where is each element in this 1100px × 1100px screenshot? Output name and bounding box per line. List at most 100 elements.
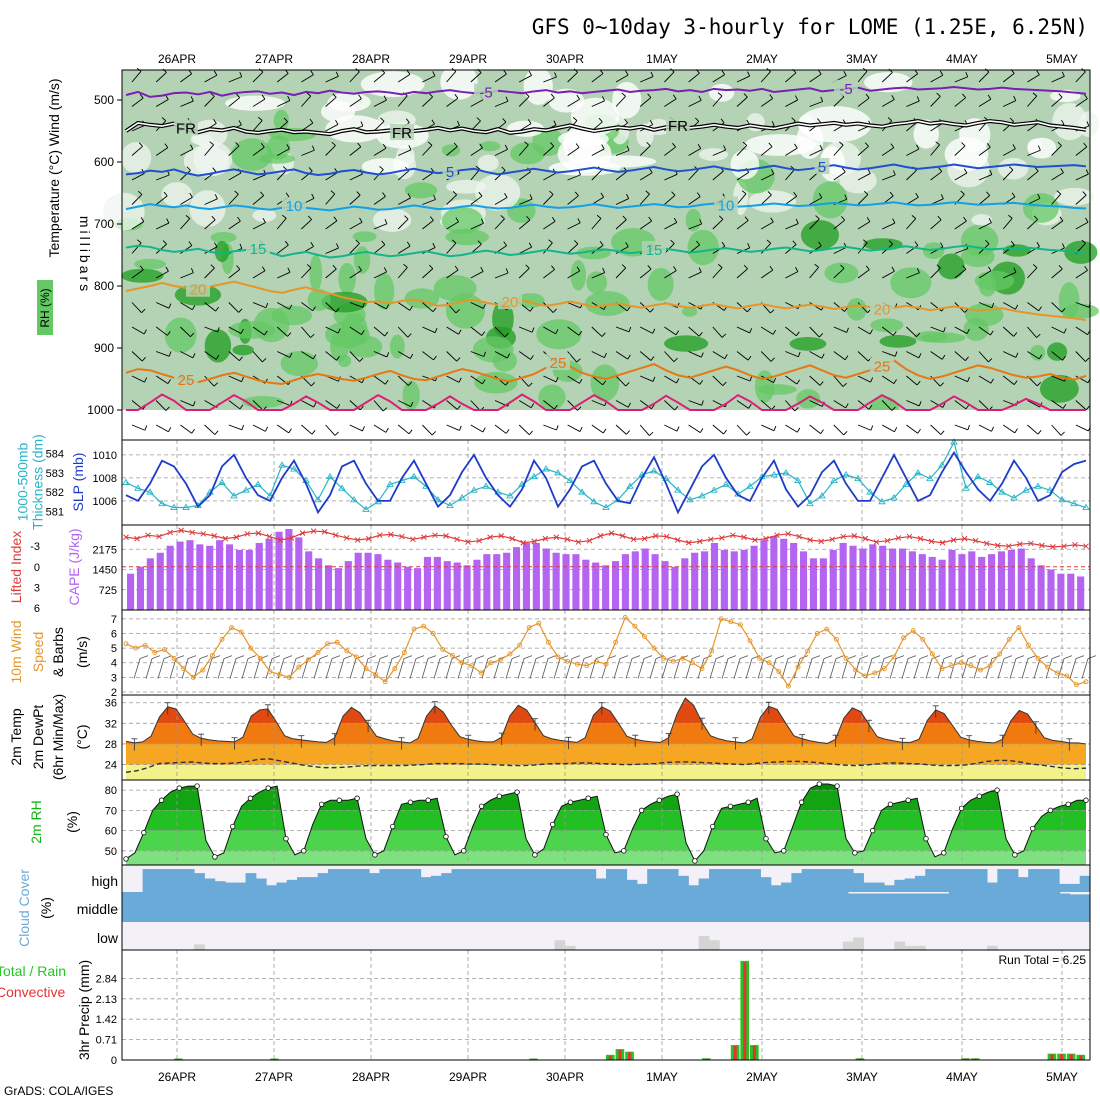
cloud-bar-high — [400, 869, 411, 892]
wind-barb — [1062, 404, 1067, 409]
rh-blob — [134, 258, 166, 270]
wind-barb — [1002, 169, 1014, 181]
wind-barb — [1038, 306, 1042, 311]
wind-barb — [833, 268, 845, 279]
wind-barb — [276, 73, 289, 83]
wind-barb — [601, 144, 605, 150]
surface-barb — [385, 658, 393, 679]
wind-speed-marker — [910, 628, 916, 634]
wind-barb — [336, 404, 341, 409]
thickness-marker — [998, 488, 1006, 495]
slp-axis-title: SLP (mb) — [70, 453, 86, 512]
wind-barb — [373, 271, 387, 279]
wind-barb — [213, 119, 217, 124]
wind-barb — [333, 216, 338, 222]
wind-barb — [543, 145, 555, 156]
wind-speed-marker — [661, 655, 667, 661]
wind-barb — [688, 302, 702, 310]
wind-barb — [672, 142, 676, 148]
wind-barb — [308, 167, 313, 172]
wind-barb — [746, 119, 750, 125]
wind-barb — [930, 351, 943, 360]
cape-axis-title-line: CAPE (J/kg) — [66, 528, 82, 605]
wind-speed-marker — [574, 661, 580, 667]
wind-barb — [1061, 119, 1065, 125]
cloud-bar-middle — [1049, 892, 1061, 922]
wind-barb — [833, 144, 844, 156]
wind-barb — [815, 215, 820, 220]
wind-barb — [615, 246, 629, 254]
rh-marker — [354, 795, 360, 801]
cloud-bar-high — [266, 885, 277, 892]
rh-tick-label: 60 — [105, 826, 117, 838]
wind-barb — [349, 98, 362, 107]
wind-barb — [954, 220, 967, 230]
wind-barb — [591, 148, 605, 156]
surface-barb — [769, 658, 777, 679]
wind-barb — [881, 270, 895, 279]
wind-barb — [384, 331, 389, 337]
wind-barb — [760, 146, 773, 156]
cape-bar — [275, 531, 283, 610]
wind-tick-label: 7 — [111, 614, 117, 626]
wind-barb — [384, 379, 389, 385]
rh-blob — [121, 142, 152, 174]
wind-barb — [761, 173, 774, 181]
wind-speed-marker — [901, 635, 907, 641]
wind-barb — [906, 73, 918, 83]
wind-barb — [650, 356, 655, 361]
wind-speed-marker — [565, 658, 571, 664]
rh-blob — [228, 321, 276, 339]
cloud-bar-high — [708, 869, 720, 892]
wind-barb — [325, 220, 338, 230]
wind-barb — [1027, 267, 1038, 279]
precip-conv-bar — [1050, 1054, 1054, 1060]
wind-barb — [1051, 400, 1064, 409]
surface-barb — [133, 658, 141, 679]
wind-barb — [748, 403, 752, 409]
wind-barb — [701, 400, 704, 406]
contour-label-bg — [546, 353, 570, 370]
wind-barb — [785, 147, 798, 156]
cloud-bar-high — [389, 869, 401, 892]
wind-barb — [906, 272, 920, 279]
temp-band — [126, 723, 1086, 744]
wind-speed-marker — [843, 655, 849, 661]
wind-barb — [857, 400, 870, 410]
cloud-bar-high — [770, 885, 782, 892]
wind-barb — [311, 193, 315, 199]
wind-barb — [846, 327, 849, 333]
bottom-date-label: 26APR — [158, 1070, 196, 1084]
surface-barb — [835, 655, 845, 659]
cape-bar — [216, 540, 224, 610]
temp-axis-title-2-line: 2m DewPt — [30, 705, 46, 770]
wind-speed-marker — [728, 619, 734, 625]
cloud-bar-high — [513, 869, 525, 892]
wind-barb — [138, 142, 143, 147]
wind-barb — [359, 217, 363, 223]
wind-barb — [519, 326, 533, 333]
cloud-bar-middle — [142, 892, 153, 922]
rh-blob — [164, 317, 197, 353]
wind-barb — [747, 71, 751, 77]
wind-barb — [602, 428, 607, 434]
wind-barb — [978, 326, 991, 336]
surface-barb — [955, 655, 965, 659]
rh-blob — [374, 273, 395, 310]
cape-bar — [305, 551, 313, 610]
dewpoint-line — [125, 758, 1087, 773]
cloud-bar-high — [925, 869, 937, 892]
wind-barb — [639, 220, 652, 230]
cloud-bar-middle — [323, 892, 335, 922]
wind-barb — [591, 400, 605, 407]
wind-barb — [1075, 146, 1088, 156]
wind-barb — [1051, 172, 1064, 181]
wind-barb — [397, 73, 411, 83]
wind-barb — [204, 326, 218, 333]
wind-barb — [652, 328, 656, 334]
wind-barb — [301, 351, 314, 360]
surface-barb — [1027, 655, 1037, 659]
wind-barb — [699, 380, 704, 385]
wind-barb — [591, 424, 604, 434]
wind-barb — [1075, 269, 1088, 279]
